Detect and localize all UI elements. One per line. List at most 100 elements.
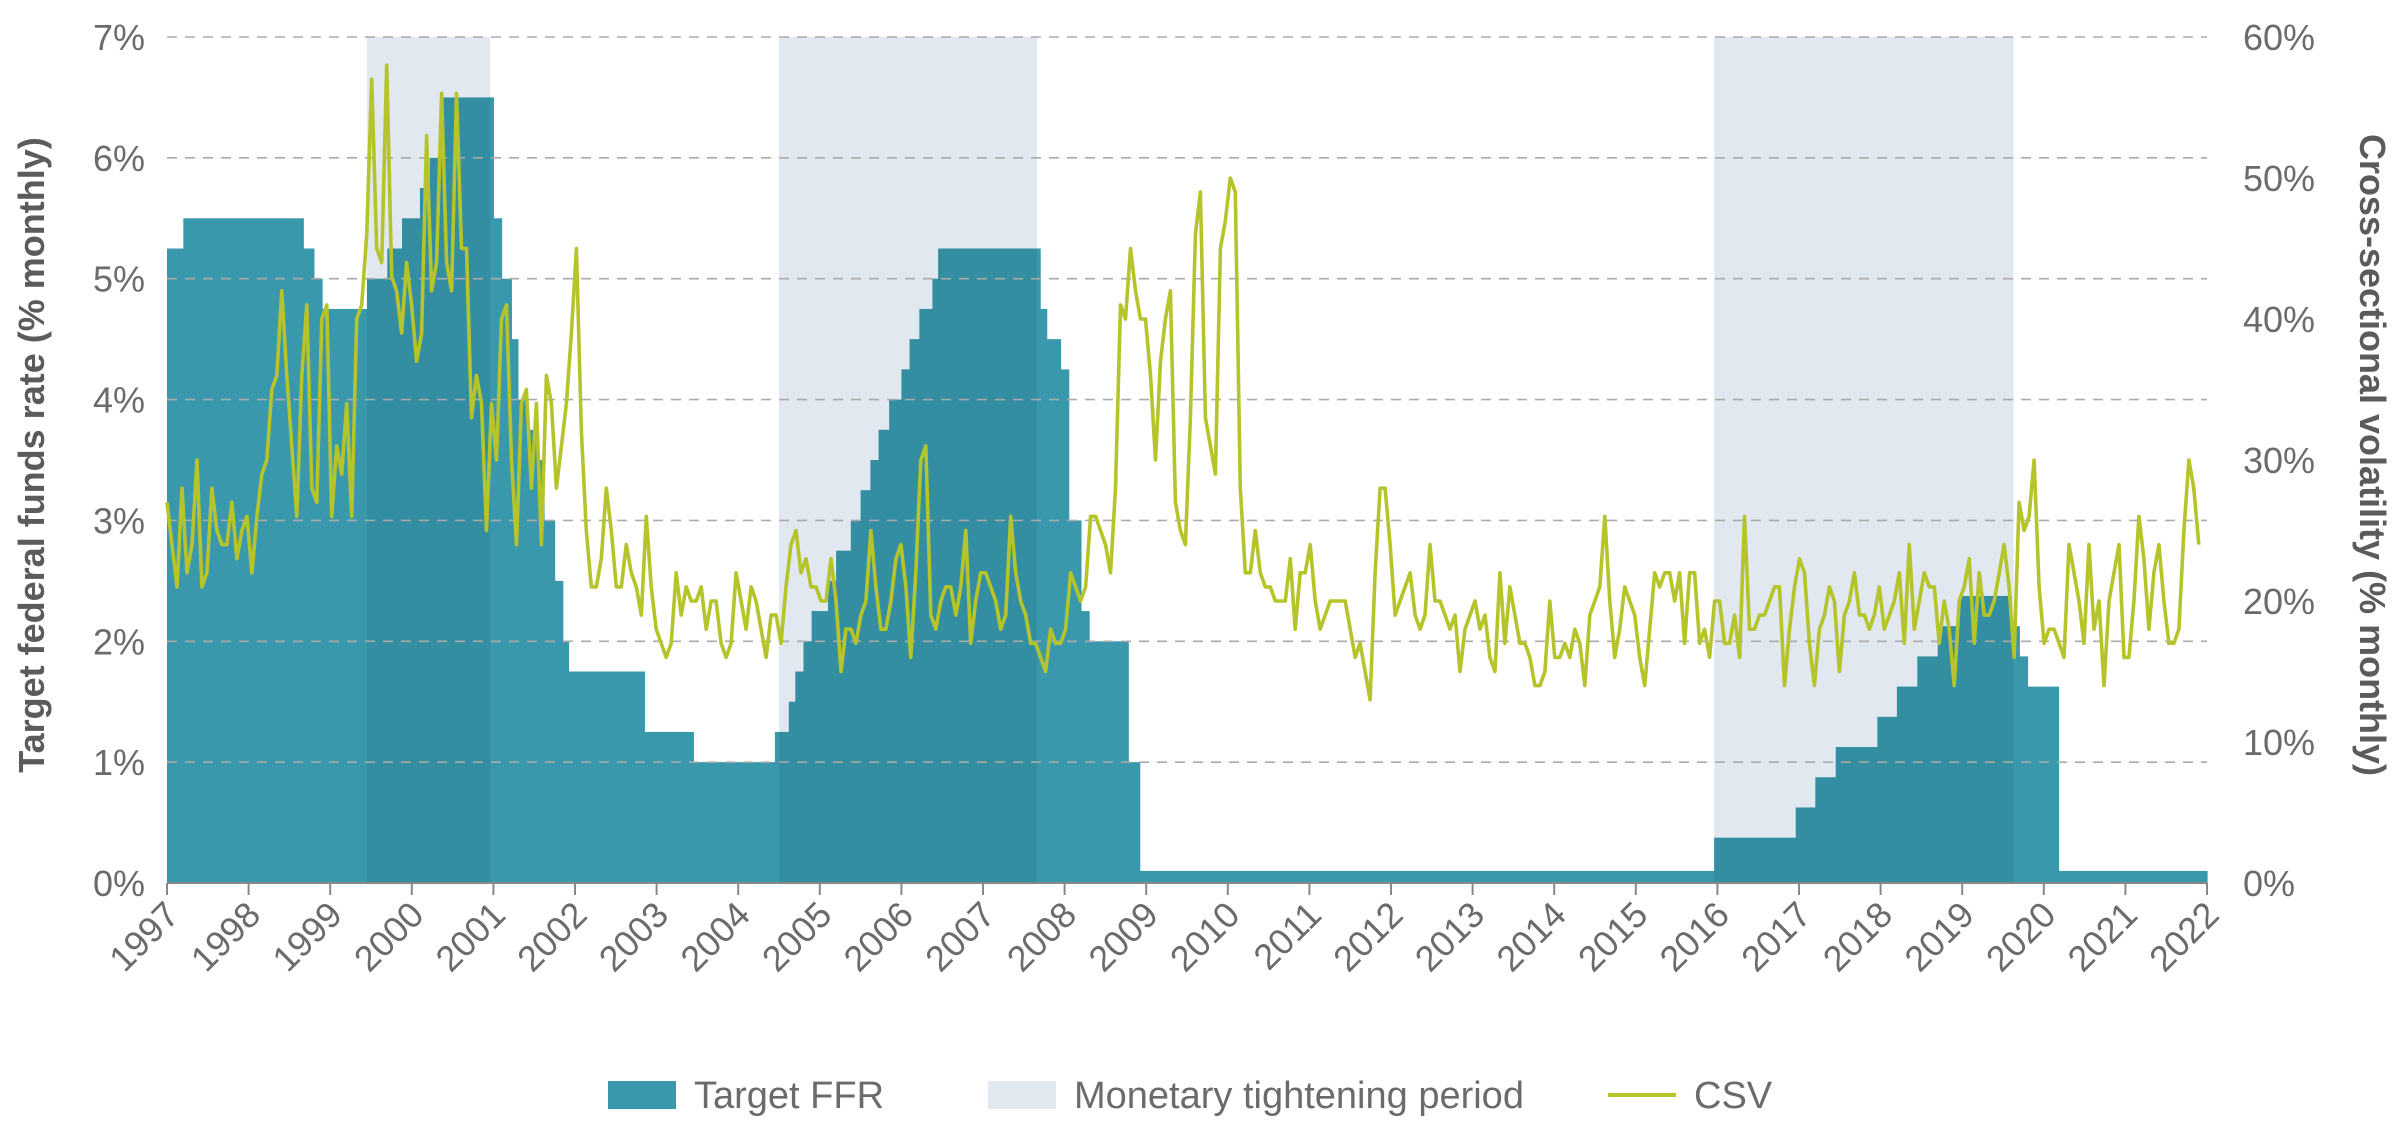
ffr-bar: [554, 580, 564, 883]
ffr-bar: [511, 339, 519, 884]
y-left-tick-label: 0%: [93, 863, 145, 904]
ffr-bar: [788, 701, 796, 883]
ffr-bar: [827, 580, 837, 883]
x-tick-label: 2012: [1325, 894, 1411, 980]
y-left-tick-label: 3%: [93, 500, 145, 541]
ffr-bar: [1795, 807, 1816, 883]
x-tick-label: 2001: [427, 894, 513, 980]
ffr-bar: [850, 520, 862, 883]
legend-label-ffr: Target FFR: [694, 1075, 884, 1117]
x-tick-label: 2018: [1815, 894, 1901, 980]
ffr-bar: [419, 188, 431, 884]
ffr-bar: [2027, 686, 2060, 883]
ffr-bar: [803, 641, 813, 883]
y-right-tick-labels: 0% 10% 20% 30% 40% 50% 60%: [2243, 17, 2315, 904]
x-tick-label: 2004: [672, 894, 758, 980]
ffr-bar: [1046, 339, 1062, 884]
ffr-bar: [1835, 747, 1878, 883]
x-tick-label: 1999: [264, 894, 350, 980]
ffr-bar: [2011, 626, 2015, 883]
ffr-bar: [1068, 520, 1082, 883]
x-tick-label: 2006: [835, 894, 921, 980]
x-tick-label: 2013: [1407, 894, 1493, 980]
csv-line: [165, 63, 2201, 702]
x-tick-label: 2009: [1080, 894, 1166, 980]
y-right-tick-label: 50%: [2243, 158, 2315, 199]
y-right-tick-label: 30%: [2243, 440, 2315, 481]
ffr-bar: [526, 429, 539, 883]
csv-series: [165, 63, 2201, 702]
ffr-bar: [387, 248, 403, 883]
ffr-bar: [860, 490, 871, 883]
ffr-bar: [938, 248, 1038, 883]
y-right-tick-label: 20%: [2243, 581, 2315, 622]
ffr-bar: [811, 611, 829, 883]
y-left-tick-label: 4%: [93, 380, 145, 421]
ffr-bar: [1040, 308, 1048, 883]
x-tick-label: 2008: [999, 894, 1085, 980]
ffr-bar: [568, 671, 645, 883]
ffr-bar: [1937, 626, 1960, 883]
ffr-bar: [779, 731, 790, 883]
ffr-bar: [538, 460, 545, 883]
ffr-bar: [693, 762, 776, 883]
ffr-bar: [1080, 611, 1090, 883]
ffr-bar: [442, 97, 491, 883]
ffr-bar: [2019, 656, 2029, 883]
ffr-bar: [1917, 656, 1939, 883]
x-tick-label: 1997: [101, 894, 187, 980]
legend-label-tightening: Monetary tightening period: [1074, 1075, 1524, 1117]
grid-lines: [167, 36, 2207, 763]
ffr-bar: [543, 520, 556, 883]
x-tick-label: 2022: [2141, 894, 2227, 980]
x-tick-label: 2021: [2059, 894, 2145, 980]
x-tick-label: 2019: [1896, 894, 1982, 980]
y-axis-right-title: Cross-sectional volatility (% monthly): [2352, 134, 2393, 776]
ffr-bar: [1958, 595, 2012, 883]
ffr-bar: [517, 399, 527, 883]
ffr-bar: [402, 218, 421, 884]
legend-swatch-ffr: [608, 1081, 676, 1109]
y-right-tick-label: 10%: [2243, 722, 2315, 763]
y-left-tick-labels: 0% 1% 2% 3% 4% 5% 6% 7%: [93, 17, 145, 904]
ffr-bar: [2013, 626, 2020, 883]
y-left-tick-label: 1%: [93, 742, 145, 783]
x-tick-label: 2002: [509, 894, 595, 980]
x-tick-label: 2007: [917, 894, 1003, 980]
x-tick-label: 2015: [1570, 894, 1656, 980]
x-tick-label: 2014: [1488, 894, 1574, 980]
ffr-bar: [836, 550, 852, 883]
y-left-tick-label: 7%: [93, 17, 145, 58]
ffr-bar: [493, 218, 503, 884]
ffr-bar: [490, 97, 494, 883]
ffr-bar: [1714, 837, 1797, 883]
y-left-tick-label: 2%: [93, 621, 145, 662]
x-tick-label: 2010: [1162, 894, 1248, 980]
axes: [166, 882, 2208, 895]
x-tick-label: 2000: [346, 894, 432, 980]
ffr-bar: [1815, 777, 1837, 883]
ffr-bar: [1128, 762, 1141, 883]
legend-swatch-tightening: [988, 1081, 1056, 1109]
ffr-bar: [1877, 716, 1898, 883]
x-tick-label: 2005: [754, 894, 840, 980]
ffr-bar: [1896, 686, 1918, 883]
x-tick-label: 2017: [1733, 894, 1819, 980]
x-tick-label: 2016: [1651, 894, 1737, 980]
y-right-tick-label: 40%: [2243, 299, 2315, 340]
legend: Target FFR Monetary tightening period CSV: [608, 1075, 1773, 1117]
x-tick-label: 2011: [1245, 894, 1329, 978]
y-right-tick-label: 0%: [2243, 863, 2295, 904]
y-right-tick-label: 60%: [2243, 17, 2315, 58]
ffr-bar: [303, 248, 315, 883]
ffr-bar: [774, 731, 780, 883]
x-tick-label: 2020: [1978, 894, 2064, 980]
x-tick-label: 2003: [591, 894, 677, 980]
ffr-bar: [795, 671, 805, 883]
y-axis-left-title: Target federal funds rate (% monthly): [11, 137, 52, 772]
ffr-bar: [644, 731, 694, 883]
legend-label-csv: CSV: [1694, 1075, 1773, 1117]
ffr-bar: [2058, 870, 2208, 883]
ffr-bar: [366, 278, 388, 883]
